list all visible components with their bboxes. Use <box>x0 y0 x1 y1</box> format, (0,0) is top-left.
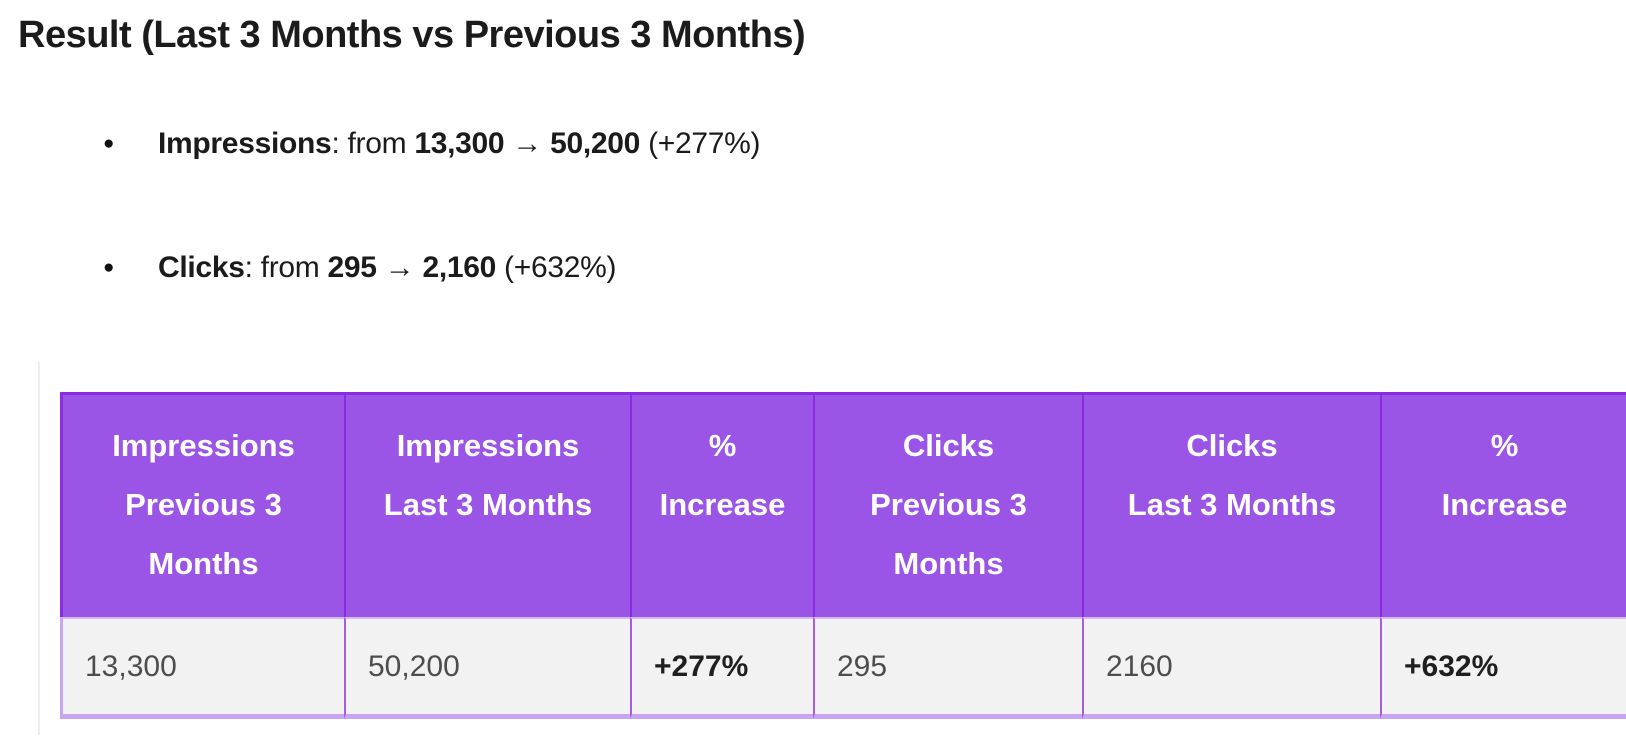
clicks-summary-text: Clicks: from 295 → 2,160 (+632%) <box>158 251 616 285</box>
cell-clicks-previous: 295 <box>813 617 1082 719</box>
cell-impressions-previous: 13,300 <box>60 617 344 719</box>
cell-clicks-pct-increase: +632% <box>1380 617 1626 719</box>
arrow-glyph: → <box>376 251 423 284</box>
cell-clicks-last: 2160 <box>1082 617 1380 719</box>
impressions-label: Impressions <box>158 127 332 160</box>
impressions-change: (+277%) <box>640 127 761 160</box>
clicks-from-value: 295 <box>327 251 377 284</box>
header-line: Months <box>148 546 259 581</box>
header-line: Last 3 Months <box>1127 487 1337 522</box>
bullet-list: ● Impressions: from 13,300 → 50,200 (+27… <box>18 124 1612 288</box>
page-title: Result (Last 3 Months vs Previous 3 Mont… <box>18 14 806 56</box>
header-line: Months <box>893 546 1004 581</box>
header-line: Clicks <box>1186 428 1278 463</box>
header-line: Increase <box>659 487 786 522</box>
header-line: Increase <box>1441 487 1568 522</box>
document-body: Result (Last 3 Months vs Previous 3 Mont… <box>18 14 1626 735</box>
impressions-sep: : from <box>331 127 415 160</box>
impressions-summary-text: Impressions: from 13,300 → 50,200 (+277%… <box>158 127 761 161</box>
impressions-to-value: 50,200 <box>550 127 641 160</box>
col-header-clicks-pct-increase: % Increase <box>1380 392 1626 617</box>
table-data-row: 13,300 50,200 +277% 295 2160 +632% <box>60 617 1626 719</box>
clicks-change: (+632%) <box>496 251 617 284</box>
cell-impressions-pct-increase: +277% <box>630 617 813 719</box>
col-header-impressions-previous: Impressions Previous 3 Months <box>60 392 344 617</box>
header-line: Last 3 Months <box>383 487 593 522</box>
header-line: % <box>708 428 737 463</box>
header-line: Impressions <box>112 428 295 463</box>
arrow-glyph: → <box>504 127 551 160</box>
col-header-clicks-previous: Clicks Previous 3 Months <box>813 392 1082 617</box>
clicks-sep: : from <box>244 251 328 284</box>
clicks-to-value: 2,160 <box>422 251 497 284</box>
bullet-icon: ● <box>103 133 115 154</box>
list-item-clicks: ● Clicks: from 295 → 2,160 (+632%) <box>103 248 1612 288</box>
col-header-clicks-last: Clicks Last 3 Months <box>1082 392 1380 617</box>
cell-impressions-last: 50,200 <box>344 617 630 719</box>
header-line: % <box>1490 428 1519 463</box>
table-header-row: Impressions Previous 3 Months Impression… <box>60 392 1626 617</box>
clicks-label: Clicks <box>158 251 245 284</box>
impressions-from-value: 13,300 <box>414 127 505 160</box>
header-line: Previous 3 <box>125 487 282 522</box>
header-line: Impressions <box>396 428 580 463</box>
col-header-impressions-pct-increase: % Increase <box>630 392 813 617</box>
bullet-icon: ● <box>103 257 115 278</box>
header-line: Clicks <box>902 428 995 463</box>
col-header-impressions-last: Impressions Last 3 Months <box>344 392 630 617</box>
table-section: Impressions Previous 3 Months Impression… <box>38 362 1626 735</box>
header-line: Previous 3 <box>870 487 1027 522</box>
metrics-table: Impressions Previous 3 Months Impression… <box>60 392 1626 719</box>
list-item-impressions: ● Impressions: from 13,300 → 50,200 (+27… <box>103 124 1612 164</box>
